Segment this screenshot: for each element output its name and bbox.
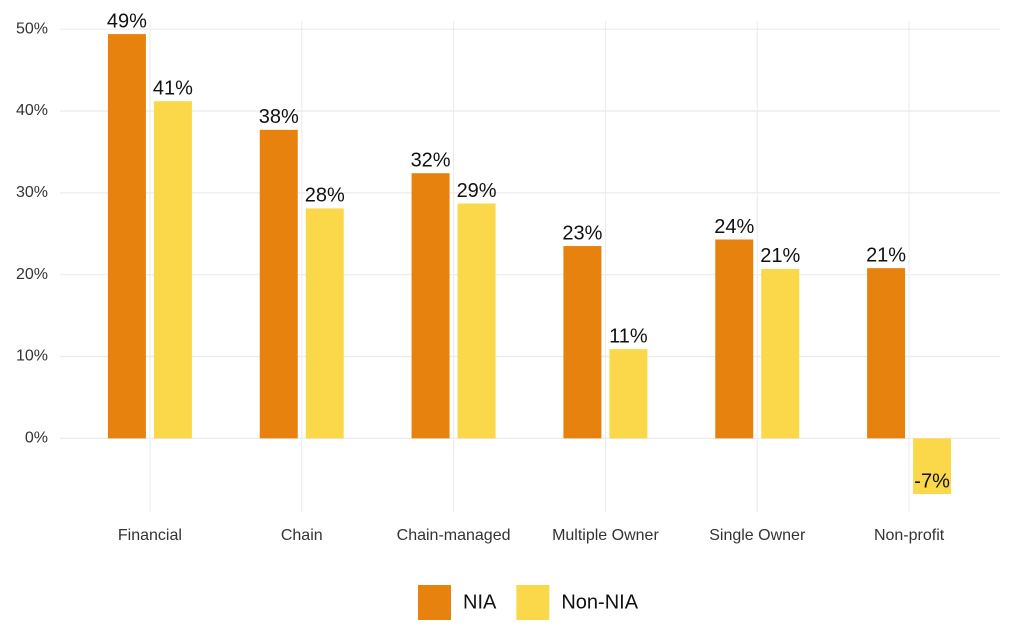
data-label: 32% <box>411 149 451 171</box>
bar <box>867 268 906 439</box>
y-tick-label: 0% <box>25 430 48 447</box>
bar <box>563 246 602 439</box>
bar <box>457 203 496 439</box>
x-tick-label: Chain-managed <box>397 527 511 544</box>
bar <box>761 268 800 439</box>
data-label: 21% <box>866 244 906 266</box>
x-tick-label: Financial <box>118 527 182 544</box>
y-tick-label: 30% <box>16 184 48 201</box>
x-tick-label: Multiple Owner <box>552 527 659 544</box>
bar <box>913 438 952 494</box>
x-tick-label: Non-profit <box>874 527 945 544</box>
data-label: 38% <box>259 106 299 128</box>
y-tick-label: 20% <box>16 266 48 283</box>
y-tick-label: 40% <box>16 102 48 119</box>
data-label: 21% <box>760 245 800 267</box>
data-label: 29% <box>457 180 497 202</box>
legend-label: NIA <box>463 591 497 613</box>
data-label: 23% <box>562 222 602 244</box>
bar <box>153 101 192 439</box>
legend-swatch <box>418 585 451 620</box>
x-tick-label: Chain <box>281 527 323 544</box>
legend-label: Non-NIA <box>561 591 638 613</box>
data-label: 28% <box>305 185 345 207</box>
data-label: 49% <box>107 10 147 32</box>
bar <box>259 129 298 439</box>
legend-swatch <box>516 585 550 620</box>
data-label: 24% <box>714 216 754 238</box>
x-tick-label: Single Owner <box>709 527 806 544</box>
data-label: 41% <box>153 77 193 99</box>
y-tick-label: 10% <box>16 348 48 365</box>
data-label: -7% <box>914 470 950 492</box>
bar <box>715 239 754 439</box>
y-tick-label: 50% <box>16 20 48 37</box>
bar <box>609 349 648 439</box>
bar <box>305 208 344 439</box>
bar <box>107 34 146 439</box>
bar <box>411 173 450 439</box>
data-label: 11% <box>609 325 648 347</box>
